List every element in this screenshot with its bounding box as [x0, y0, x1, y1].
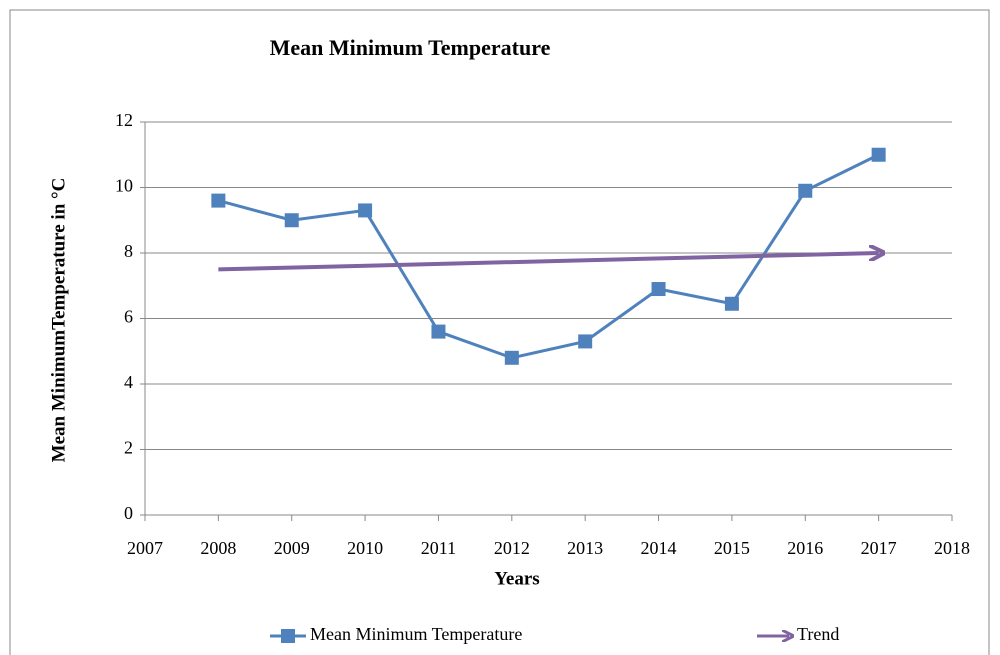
x-tick-label: 2014: [641, 538, 677, 558]
y-tick-label: 10: [115, 176, 133, 196]
x-tick-label: 2011: [421, 538, 456, 558]
y-tick-label: 4: [124, 372, 133, 392]
data-point: [504, 350, 519, 365]
data-point: [651, 282, 666, 297]
data-point: [211, 193, 226, 208]
x-tick-label: 2009: [274, 538, 310, 558]
x-tick-label: 2013: [567, 538, 603, 558]
x-tick-label: 2015: [714, 538, 750, 558]
x-tick-label: 2008: [200, 538, 236, 558]
x-tick-label: 2010: [347, 538, 383, 558]
x-tick-label: 2016: [787, 538, 823, 558]
data-point: [358, 203, 373, 218]
legend-label: Mean Minimum Temperature: [310, 624, 522, 644]
chart-title: Mean Minimum Temperature: [270, 35, 551, 60]
legend-label: Trend: [797, 624, 839, 644]
y-tick-label: 2: [124, 438, 133, 458]
data-point: [798, 183, 813, 198]
y-tick-label: 12: [115, 110, 133, 130]
data-point: [431, 324, 446, 339]
y-tick-label: 6: [124, 307, 133, 327]
x-axis-label: Years: [494, 568, 539, 589]
y-tick-label: 0: [124, 503, 133, 523]
x-tick-label: 2007: [127, 538, 163, 558]
legend-symbol: [281, 629, 295, 643]
chart-border: [9, 9, 990, 655]
data-point: [578, 334, 593, 349]
data-point: [871, 147, 886, 162]
x-tick-label: 2018: [934, 538, 970, 558]
series-line: [217, 153, 880, 360]
data-point: [284, 213, 299, 228]
x-tick-label: 2012: [494, 538, 530, 558]
y-axis-label: Mean MinimumTemperature in °C: [48, 178, 69, 463]
x-tick-label: 2017: [861, 538, 897, 558]
series-line: [218, 253, 878, 272]
y-tick-label: 8: [124, 241, 133, 261]
data-point: [724, 296, 739, 311]
